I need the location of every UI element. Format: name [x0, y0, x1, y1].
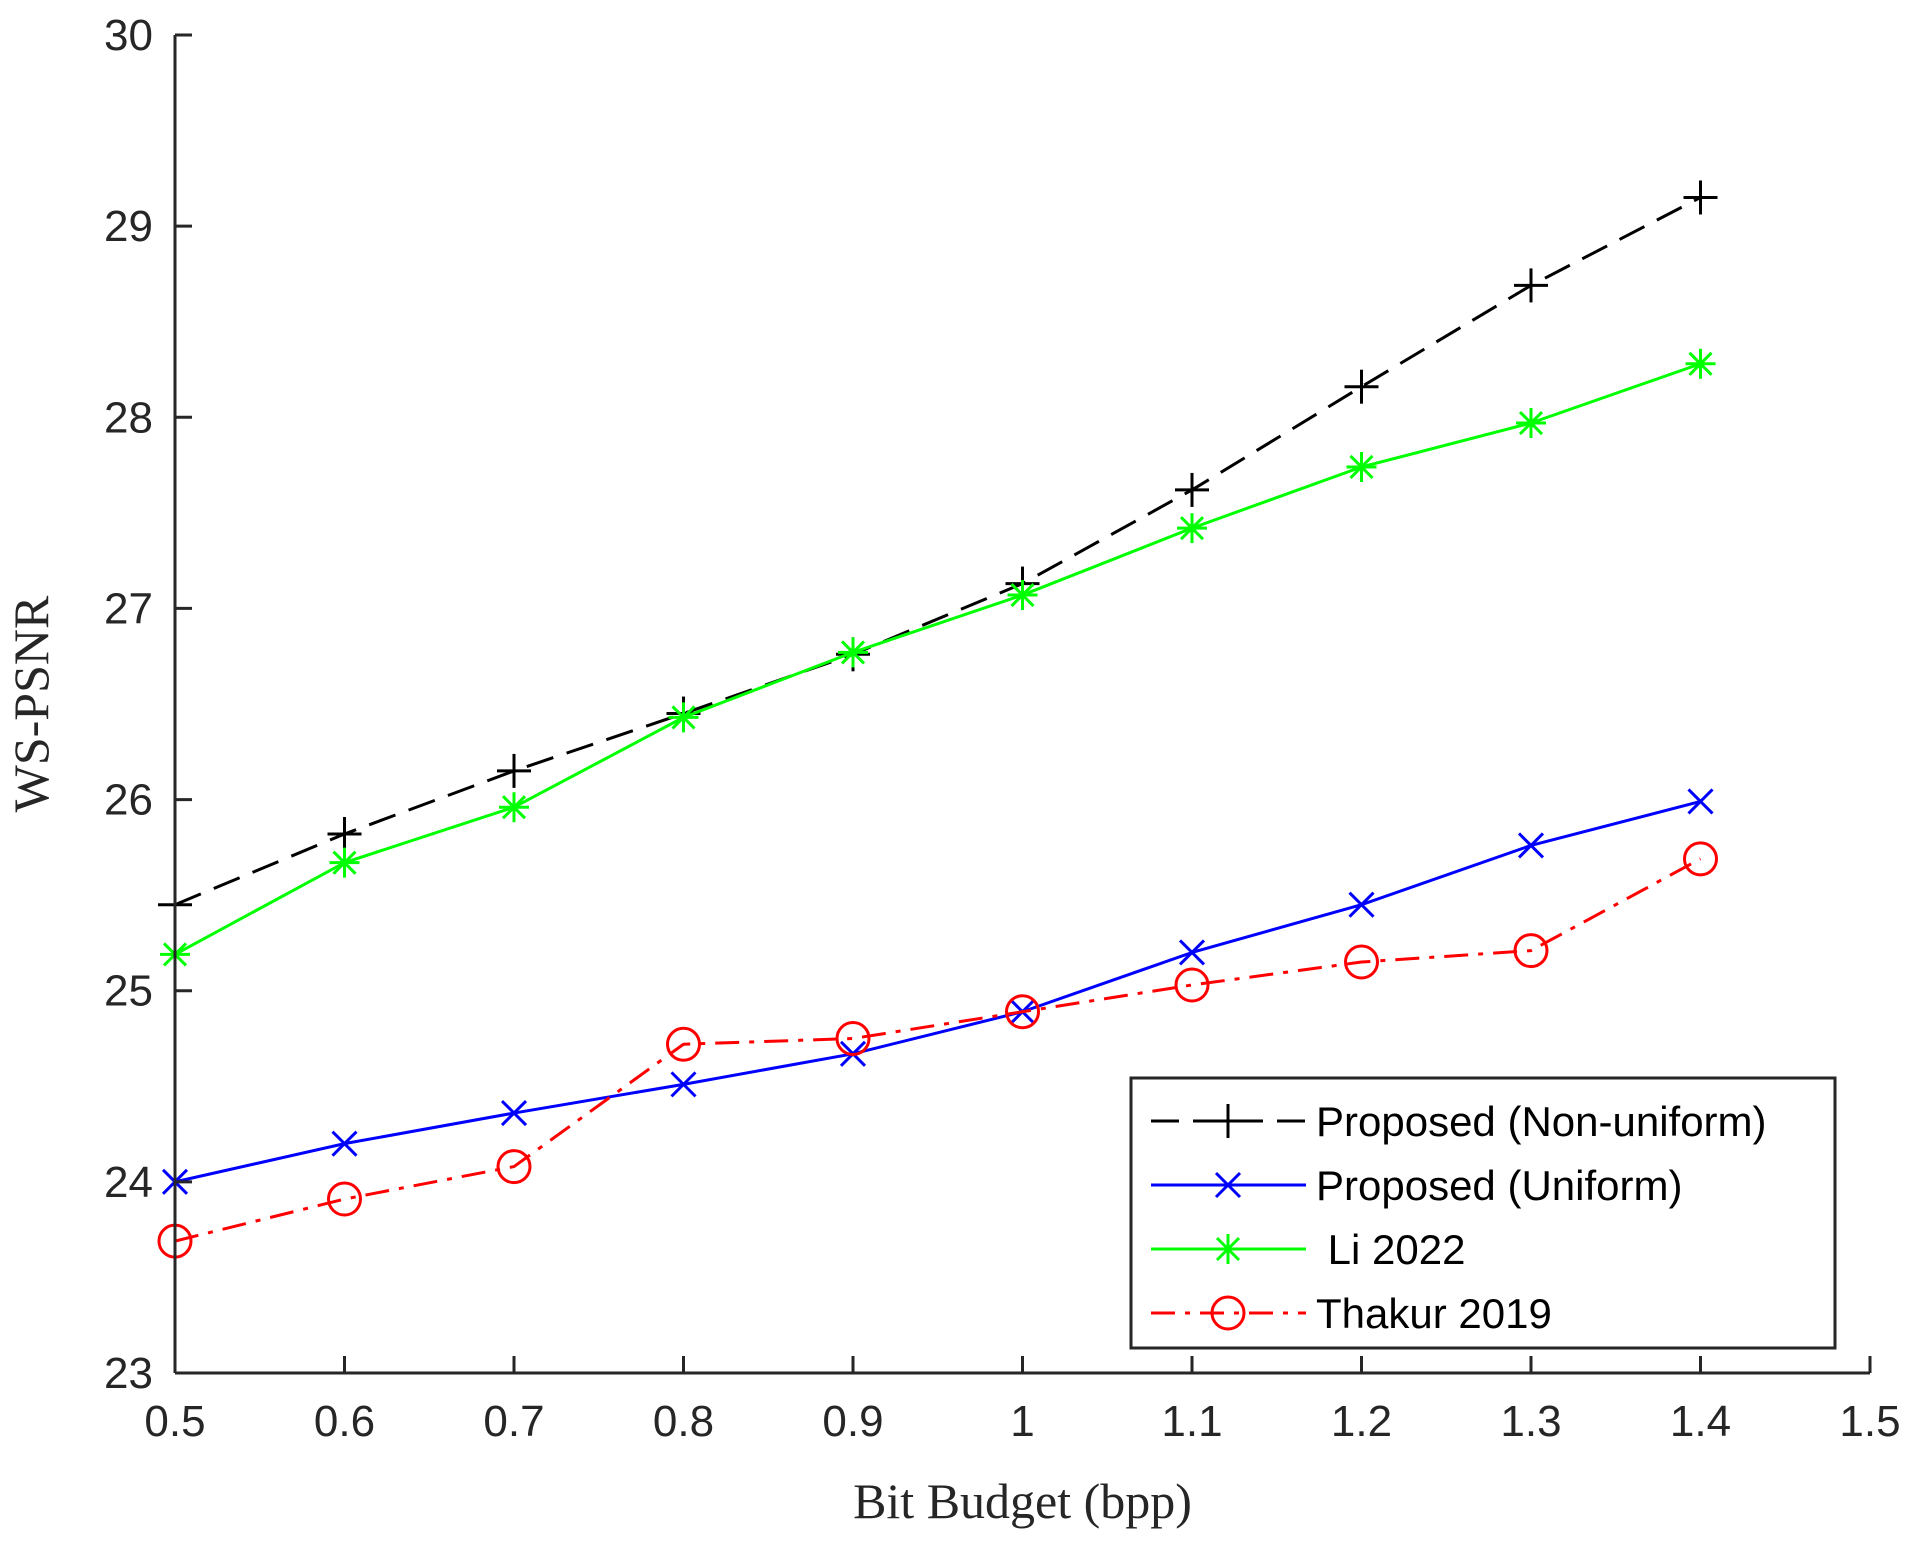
data-point	[1683, 841, 1718, 877]
y-tick-label: 30	[104, 11, 153, 60]
legend-label: Thakur 2019	[1316, 1290, 1552, 1337]
data-point	[1175, 472, 1209, 507]
data-point	[666, 1026, 701, 1062]
x-tick-label: 0.7	[483, 1397, 544, 1446]
legend-box	[1129, 1076, 1837, 1350]
x-tick-label: 1.2	[1331, 1397, 1392, 1446]
data-point	[1517, 832, 1545, 859]
y-tick-label: 23	[104, 1349, 153, 1398]
data-point	[1514, 268, 1548, 303]
y-tick-label: 24	[104, 1158, 153, 1207]
data-point	[1005, 994, 1040, 1030]
series-layer	[157, 180, 1718, 1259]
data-point	[668, 702, 699, 733]
legend-marker	[1213, 1234, 1243, 1264]
x-tick-label: 1.5	[1839, 1397, 1900, 1446]
data-point	[500, 1099, 528, 1127]
x-tick-label: 1	[1010, 1397, 1034, 1446]
legend-label: Proposed (Non-uniform)	[1316, 1098, 1767, 1145]
series-3	[157, 841, 1718, 1259]
x-axis-title: Bit Budget (bpp)	[853, 1473, 1192, 1529]
x-axis-ticks: 0.5 0.6 0.7 0.8 0.9 1 1.1 1.2 1.3 1.4 1.5	[144, 1356, 1901, 1446]
legend-entry: Thakur 2019	[1151, 1290, 1552, 1337]
data-point	[1516, 408, 1546, 439]
legend-label: Proposed (Uniform)	[1316, 1162, 1682, 1209]
data-point	[331, 1130, 358, 1157]
data-point	[838, 637, 868, 668]
data-point	[499, 792, 529, 823]
data-point	[1346, 451, 1377, 482]
y-tick-label: 26	[104, 776, 153, 825]
data-point	[1348, 891, 1375, 918]
legend: Proposed (Non-uniform) Proposed (Uniform)…	[1129, 1076, 1837, 1350]
data-point	[1178, 939, 1206, 966]
data-point	[497, 753, 531, 788]
legend-entry: Proposed (Uniform)	[1151, 1162, 1682, 1209]
legend-marker	[1214, 1171, 1242, 1199]
data-point	[1174, 967, 1210, 1003]
data-point	[1683, 180, 1718, 215]
legend-marker	[1210, 1295, 1246, 1331]
data-point	[1513, 933, 1549, 969]
data-point	[1344, 944, 1379, 980]
data-point	[670, 1071, 697, 1098]
x-tick-label: 0.8	[653, 1397, 714, 1446]
data-point	[1007, 580, 1038, 611]
x-tick-label: 1.3	[1500, 1397, 1561, 1446]
data-point	[329, 847, 360, 878]
x-tick-label: 1.1	[1161, 1397, 1222, 1446]
x-tick-label: 1.4	[1670, 1397, 1731, 1446]
data-point	[496, 1149, 532, 1185]
data-point	[835, 1021, 871, 1056]
y-tick-label: 28	[104, 393, 153, 442]
series-2	[160, 348, 1716, 970]
series-line	[174, 857, 1702, 1243]
y-axis-ticks: 23 24 25 26 27 28 29 30	[104, 11, 192, 1398]
y-axis-title: WS-PSNR	[3, 595, 59, 812]
legend-entry: Proposed (Non-uniform)	[1151, 1098, 1767, 1145]
data-point	[1687, 788, 1714, 815]
axes: 0.5 0.6 0.7 0.8 0.9 1 1.1 1.2 1.3 1.4 1.5 23 24 25 26…	[104, 11, 1901, 1446]
series-line	[174, 800, 1701, 1184]
y-tick-label: 25	[104, 967, 153, 1016]
data-point	[327, 1181, 362, 1217]
series-0	[158, 180, 1718, 922]
x-tick-label: 0.5	[144, 1397, 205, 1446]
data-point	[1344, 369, 1379, 404]
data-point	[1177, 513, 1207, 544]
legend-label: Li 2022	[1316, 1226, 1465, 1273]
data-point	[327, 816, 362, 851]
y-tick-label: 27	[104, 584, 153, 633]
series-line	[174, 362, 1701, 956]
legend-marker	[1211, 1104, 1245, 1138]
x-tick-label: 0.9	[822, 1397, 883, 1446]
legend-entry: Li 2022	[1151, 1226, 1465, 1273]
x-tick-label: 0.6	[314, 1397, 375, 1446]
data-point	[1685, 348, 1716, 379]
series-line	[174, 196, 1702, 907]
y-tick-label: 29	[104, 202, 153, 251]
